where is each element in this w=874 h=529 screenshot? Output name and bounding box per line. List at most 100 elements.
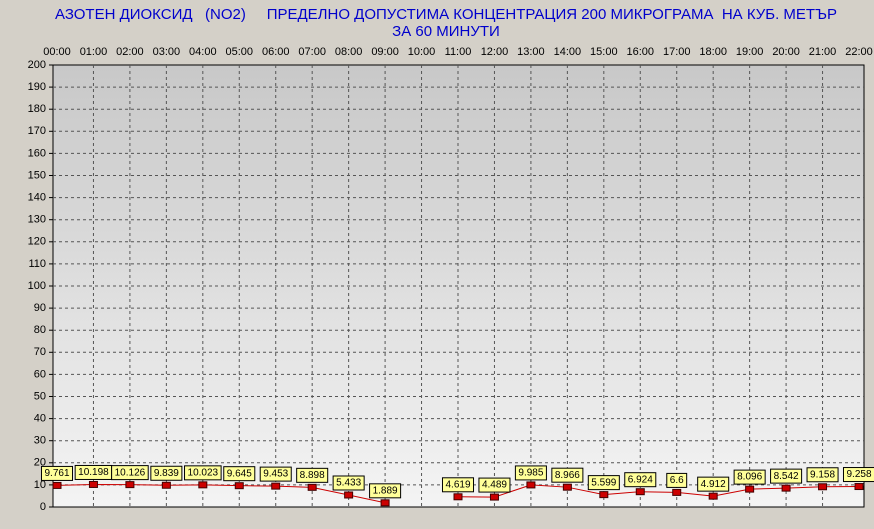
- marker: [380, 499, 390, 507]
- y-tick-label: 70: [34, 346, 46, 358]
- y-tick-label: 170: [28, 125, 46, 137]
- marker: [489, 493, 499, 501]
- data-label: 4.619: [445, 479, 470, 490]
- data-label: 10.126: [115, 467, 146, 478]
- x-tick-label: 13:00: [517, 46, 545, 58]
- marker: [672, 488, 682, 496]
- y-tick-label: 100: [28, 280, 46, 292]
- data-label: 8.542: [774, 471, 799, 482]
- data-label: 8.096: [737, 472, 762, 483]
- data-label-box: [842, 467, 874, 483]
- x-tick-label: 16:00: [627, 46, 655, 58]
- data-label: 8.966: [555, 470, 580, 481]
- x-tick-label: 22:00: [845, 46, 873, 58]
- marker: [307, 483, 317, 491]
- data-label-box: [369, 483, 402, 499]
- x-tick-label: 01:00: [80, 46, 108, 58]
- x-tick-label: 11:00: [445, 46, 472, 58]
- y-tick-label: 0: [40, 501, 46, 513]
- y-tick-label: 50: [34, 390, 46, 402]
- marker: [854, 483, 864, 491]
- y-tick-label: 190: [28, 81, 46, 93]
- marker: [198, 481, 208, 489]
- y-tick-label: 180: [28, 103, 46, 115]
- data-label-box: [551, 467, 584, 483]
- data-label-box: [184, 465, 222, 481]
- x-tick-label: 03:00: [153, 46, 181, 58]
- data-label-box: [111, 465, 149, 481]
- data-label: 5.433: [336, 478, 361, 489]
- data-label-box: [441, 477, 475, 493]
- chart-subtitle: ЗА 60 МИНУТИ: [392, 23, 500, 40]
- data-label: 8.898: [300, 470, 325, 481]
- y-tick-label: 80: [34, 324, 46, 336]
- data-label: 5.599: [591, 477, 616, 488]
- data-label-box: [150, 465, 183, 481]
- marker: [635, 488, 645, 496]
- data-label-box: [806, 467, 839, 483]
- x-tick-label: 17:00: [663, 46, 691, 58]
- data-label-box: [296, 467, 329, 483]
- x-tick-label: 09:00: [371, 46, 399, 58]
- data-label: 9.453: [263, 469, 288, 480]
- y-tick-label: 110: [28, 258, 46, 270]
- y-tick-label: 60: [34, 368, 46, 380]
- x-tick-label: 19:00: [736, 46, 764, 58]
- marker: [526, 481, 536, 489]
- marker: [453, 493, 463, 501]
- data-label-box: [666, 472, 688, 488]
- data-label-box: [770, 468, 803, 484]
- data-label-box: [223, 466, 256, 482]
- marker: [271, 482, 281, 490]
- x-tick-label: 04:00: [189, 46, 217, 58]
- x-tick-label: 07:00: [298, 46, 326, 58]
- x-tick-label: 06:00: [262, 46, 290, 58]
- marker: [818, 483, 828, 491]
- y-tick-label: 10: [34, 479, 46, 491]
- marker: [234, 482, 244, 490]
- data-label: 4.489: [482, 480, 507, 491]
- data-label-box: [478, 477, 511, 493]
- data-label-box: [624, 472, 657, 488]
- y-tick-label: 20: [34, 457, 46, 469]
- y-tick-label: 90: [34, 302, 46, 314]
- data-label: 9.158: [810, 469, 835, 480]
- marker: [781, 484, 791, 492]
- chart-title: АЗОТЕН ДИОКСИД (NO2) ПРЕДЕЛНО ДОПУСТИМА …: [55, 6, 837, 23]
- data-label-box: [697, 476, 730, 492]
- data-label-box: [587, 475, 620, 491]
- data-label-box: [733, 469, 766, 485]
- x-tick-label: 02:00: [116, 46, 144, 58]
- data-label: 9.645: [227, 468, 252, 479]
- y-tick-label: 160: [28, 147, 46, 159]
- y-tick-label: 40: [34, 413, 46, 425]
- data-label: 10.198: [78, 467, 109, 478]
- y-tick-label: 30: [34, 435, 46, 447]
- data-line: [56, 483, 860, 504]
- data-label: 9.839: [154, 468, 179, 479]
- x-tick-label: 08:00: [335, 46, 363, 58]
- data-label: 9.985: [518, 468, 543, 479]
- marker: [52, 481, 62, 489]
- y-tick-label: 150: [28, 169, 46, 181]
- data-label: 1.889: [373, 485, 398, 496]
- data-label-box: [514, 465, 547, 481]
- data-label-box: [259, 466, 292, 482]
- x-tick-label: 15:00: [590, 46, 618, 58]
- y-tick-label: 140: [28, 192, 46, 204]
- data-label: 6.6: [670, 475, 684, 486]
- data-label-box: [332, 475, 365, 491]
- data-label: 6.924: [628, 474, 653, 485]
- data-label: 9.258: [846, 469, 871, 480]
- x-tick-label: 10:00: [408, 46, 436, 58]
- marker: [745, 485, 755, 493]
- x-tick-label: 18:00: [699, 46, 727, 58]
- marker: [125, 481, 135, 489]
- x-tick-label: 21:00: [809, 46, 837, 58]
- y-tick-label: 200: [28, 59, 46, 71]
- x-tick-label: 12:00: [481, 46, 509, 58]
- data-label: 9.761: [44, 468, 69, 479]
- data-label: 10.023: [188, 467, 219, 478]
- y-tick-label: 120: [28, 236, 46, 248]
